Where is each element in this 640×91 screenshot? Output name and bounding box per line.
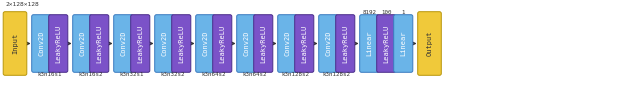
FancyBboxPatch shape: [172, 15, 191, 72]
Text: LeakyReLU: LeakyReLU: [220, 24, 225, 63]
Text: 8192: 8192: [362, 10, 376, 15]
FancyBboxPatch shape: [73, 15, 92, 72]
FancyBboxPatch shape: [90, 15, 109, 72]
FancyBboxPatch shape: [336, 15, 355, 72]
Text: Linear: Linear: [400, 31, 406, 56]
Text: Conv2D: Conv2D: [284, 31, 291, 56]
FancyBboxPatch shape: [155, 15, 174, 72]
Text: k3n64s2: k3n64s2: [202, 72, 226, 77]
Text: 1: 1: [401, 10, 405, 15]
FancyBboxPatch shape: [3, 12, 27, 75]
FancyBboxPatch shape: [377, 15, 396, 72]
Text: Linear: Linear: [366, 31, 372, 56]
FancyBboxPatch shape: [394, 15, 413, 72]
Text: Input: Input: [12, 33, 18, 54]
Text: LeakyReLU: LeakyReLU: [301, 24, 307, 63]
FancyBboxPatch shape: [131, 15, 150, 72]
Text: Conv2D: Conv2D: [38, 31, 44, 56]
Text: k3n32s2: k3n32s2: [161, 72, 185, 77]
FancyBboxPatch shape: [278, 15, 297, 72]
Text: Conv2D: Conv2D: [243, 31, 249, 56]
Text: Conv2D: Conv2D: [202, 31, 208, 56]
FancyBboxPatch shape: [196, 15, 215, 72]
FancyBboxPatch shape: [114, 15, 133, 72]
Text: 100: 100: [381, 10, 392, 15]
Text: Output: Output: [426, 31, 433, 56]
Text: Conv2D: Conv2D: [161, 31, 167, 56]
Text: k3n32s1: k3n32s1: [120, 72, 144, 77]
FancyBboxPatch shape: [49, 15, 68, 72]
FancyBboxPatch shape: [253, 15, 273, 72]
Text: LeakyReLU: LeakyReLU: [260, 24, 266, 63]
FancyBboxPatch shape: [32, 15, 51, 72]
FancyBboxPatch shape: [418, 12, 442, 75]
Text: Conv2D: Conv2D: [120, 31, 126, 56]
FancyBboxPatch shape: [319, 15, 338, 72]
Text: Conv2D: Conv2D: [79, 31, 85, 56]
Text: k3n128s2: k3n128s2: [323, 72, 351, 77]
Text: 2×128×128: 2×128×128: [5, 2, 39, 7]
FancyBboxPatch shape: [294, 15, 314, 72]
FancyBboxPatch shape: [237, 15, 256, 72]
Text: k3n64s2: k3n64s2: [243, 72, 267, 77]
Text: LeakyReLU: LeakyReLU: [179, 24, 184, 63]
Text: k3n16s2: k3n16s2: [79, 72, 103, 77]
Text: k3n16s1: k3n16s1: [38, 72, 62, 77]
FancyBboxPatch shape: [360, 15, 379, 72]
Text: LeakyReLU: LeakyReLU: [96, 24, 102, 63]
Text: Conv2D: Conv2D: [325, 31, 332, 56]
Text: LeakyReLU: LeakyReLU: [55, 24, 61, 63]
Text: k3n128s2: k3n128s2: [282, 72, 310, 77]
Text: LeakyReLU: LeakyReLU: [137, 24, 143, 63]
Text: LeakyReLU: LeakyReLU: [342, 24, 348, 63]
Text: LeakyReLU: LeakyReLU: [383, 24, 389, 63]
FancyBboxPatch shape: [212, 15, 232, 72]
